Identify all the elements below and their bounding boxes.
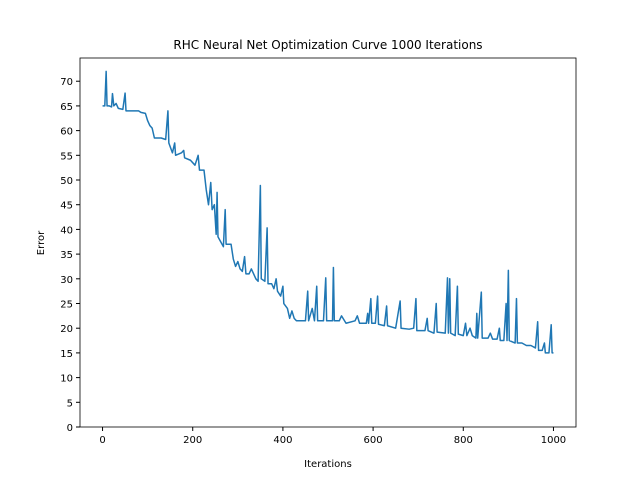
chart-title: RHC Neural Net Optimization Curve 1000 I… [173, 38, 482, 52]
x-tick-label: 0 [99, 435, 105, 446]
x-tick-label: 800 [454, 435, 473, 446]
y-tick-label: 10 [60, 374, 73, 385]
x-axis-label: Iterations [304, 459, 352, 470]
y-tick-label: 0 [67, 423, 73, 434]
x-tick-label: 1000 [541, 435, 566, 446]
y-tick-label: 35 [60, 250, 73, 261]
y-tick-label: 15 [60, 349, 73, 360]
y-tick-label: 65 [60, 102, 73, 113]
x-tick-label: 200 [183, 435, 202, 446]
x-tick-label: 600 [364, 435, 383, 446]
y-axis-label: Error [36, 230, 47, 255]
y-tick-label: 60 [60, 127, 73, 138]
y-tick-label: 50 [60, 176, 73, 187]
line-series [102, 70, 554, 354]
y-tick-label: 55 [60, 151, 73, 162]
y-tick-label: 40 [60, 225, 73, 236]
y-tick-label: 5 [67, 398, 73, 409]
y-tick-label: 20 [60, 324, 73, 335]
y-tick-label: 25 [60, 300, 73, 311]
y-tick-label: 30 [60, 275, 73, 286]
y-tick-label: 70 [60, 77, 73, 88]
y-tick-label: 45 [60, 201, 73, 212]
plot-frame [79, 57, 577, 428]
x-tick-label: 400 [273, 435, 292, 446]
